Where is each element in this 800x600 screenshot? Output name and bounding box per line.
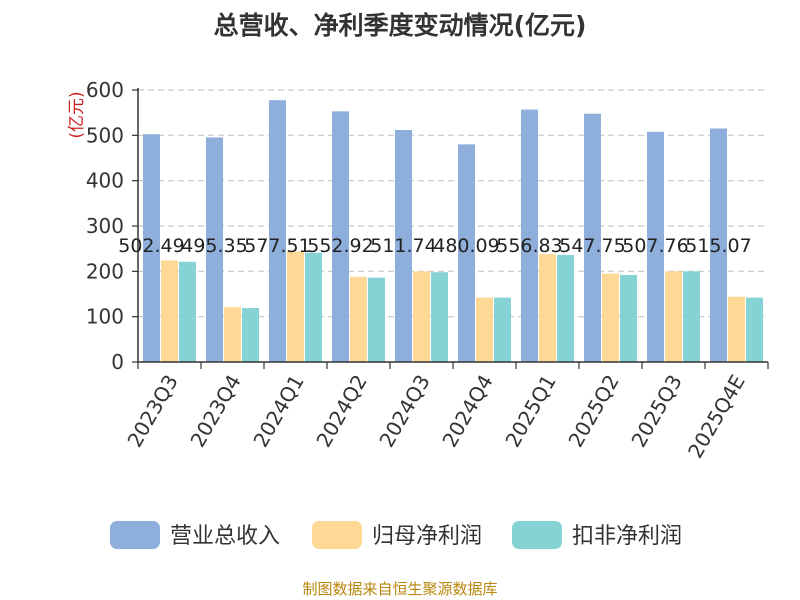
y-tick-label: 300 bbox=[86, 214, 124, 238]
legend-label-1: 归母净利润 bbox=[372, 524, 482, 549]
bars bbox=[143, 100, 763, 363]
legend: 营业总收入 归母净利润 扣非净利润 bbox=[110, 521, 682, 549]
data-label-2024Q4: 480.09 bbox=[433, 235, 499, 257]
bar-扣非净利润-2025Q3 bbox=[683, 271, 700, 362]
x-tick-label: 2023Q3 bbox=[122, 371, 182, 452]
legend-swatch-2 bbox=[512, 521, 562, 549]
y-tick-label: 400 bbox=[86, 169, 124, 193]
bar-归母净利润-2024Q4 bbox=[476, 297, 493, 362]
y-tick-label: 600 bbox=[86, 78, 124, 102]
x-tick-label: 2025Q3 bbox=[626, 371, 686, 452]
data-labels: 502.49495.35577.51552.92511.74480.09556.… bbox=[118, 235, 751, 257]
data-label-2025Q3: 507.76 bbox=[622, 235, 688, 257]
data-label-2025Q1: 556.83 bbox=[496, 235, 562, 257]
bar-归母净利润-2025Q3 bbox=[665, 271, 682, 362]
bar-营业总收入-2023Q4 bbox=[206, 137, 223, 362]
x-tick-label: 2025Q4E bbox=[683, 371, 750, 463]
data-label-2023Q4: 495.35 bbox=[181, 235, 247, 257]
y-tick-label: 500 bbox=[86, 123, 124, 147]
y-tick-label: 0 bbox=[111, 350, 124, 374]
bar-归母净利润-2024Q3 bbox=[413, 271, 430, 362]
y-tick-label: 200 bbox=[86, 259, 124, 283]
bar-营业总收入-2025Q2 bbox=[584, 113, 601, 362]
data-label-2023Q3: 502.49 bbox=[118, 235, 184, 257]
y-tick-label: 100 bbox=[86, 305, 124, 329]
bar-营业总收入-2025Q1 bbox=[521, 109, 538, 362]
bar-归母净利润-2023Q3 bbox=[161, 260, 178, 362]
x-axis-ticks: 2023Q3 2023Q4 2024Q1 2024Q2 2024Q3 2024Q4 2025… bbox=[122, 362, 769, 463]
data-label-2024Q2: 552.92 bbox=[307, 235, 373, 257]
data-label-2024Q3: 511.74 bbox=[370, 235, 436, 257]
x-tick-label: 2025Q1 bbox=[500, 371, 560, 452]
bar-扣非净利润-2024Q4 bbox=[494, 297, 511, 362]
x-tick-label: 2023Q4 bbox=[185, 371, 245, 452]
bar-营业总收入-2025Q3 bbox=[647, 131, 664, 362]
bar-营业总收入-2025Q4E bbox=[710, 128, 727, 362]
x-tick-label: 2024Q2 bbox=[311, 371, 371, 452]
bar-归母净利润-2024Q1 bbox=[287, 251, 304, 362]
legend-label-2: 扣非净利润 bbox=[572, 524, 682, 549]
data-label-2024Q1: 577.51 bbox=[244, 235, 310, 257]
y-axis-ticks: 0 100 200 300 400 500 600 bbox=[86, 78, 138, 374]
chart-title: 总营收、净利季度变动情况(亿元) bbox=[214, 11, 587, 40]
source-note: 制图数据来自恒生聚源数据库 bbox=[302, 580, 497, 598]
x-tick-label: 2024Q1 bbox=[248, 371, 308, 452]
bar-归母净利润-2023Q4 bbox=[224, 307, 241, 362]
bar-扣非净利润-2024Q3 bbox=[431, 272, 448, 362]
bar-扣非净利润-2024Q2 bbox=[368, 277, 385, 362]
bar-扣非净利润-2025Q2 bbox=[620, 274, 637, 362]
bar-营业总收入-2024Q3 bbox=[395, 130, 412, 362]
bar-归母净利润-2025Q4E bbox=[728, 296, 745, 362]
bar-归母净利润-2025Q1 bbox=[539, 254, 556, 362]
bar-扣非净利润-2023Q3 bbox=[179, 261, 196, 362]
legend-label-0: 营业总收入 bbox=[170, 524, 280, 549]
bar-扣非净利润-2023Q4 bbox=[242, 308, 259, 362]
x-tick-label: 2024Q3 bbox=[374, 371, 434, 452]
bar-扣非净利润-2025Q4E bbox=[746, 297, 763, 362]
data-label-2025Q2: 547.75 bbox=[559, 235, 625, 257]
bar-扣非净利润-2025Q1 bbox=[557, 255, 574, 362]
bar-营业总收入-2024Q2 bbox=[332, 111, 349, 363]
bar-营业总收入-2024Q1 bbox=[269, 100, 286, 362]
bar-归母净利润-2025Q2 bbox=[602, 273, 619, 362]
legend-swatch-1 bbox=[312, 521, 362, 549]
bar-营业总收入-2024Q4 bbox=[458, 144, 475, 362]
bar-营业总收入-2023Q3 bbox=[143, 134, 160, 362]
bar-扣非净利润-2024Q1 bbox=[305, 252, 322, 362]
y-axis-unit: (亿元) bbox=[67, 91, 87, 138]
bar-归母净利润-2024Q2 bbox=[350, 276, 367, 362]
data-label-2025Q4E: 515.07 bbox=[685, 235, 751, 257]
x-tick-label: 2024Q4 bbox=[437, 371, 497, 452]
legend-swatch-0 bbox=[110, 521, 160, 549]
x-tick-label: 2025Q2 bbox=[563, 371, 623, 452]
